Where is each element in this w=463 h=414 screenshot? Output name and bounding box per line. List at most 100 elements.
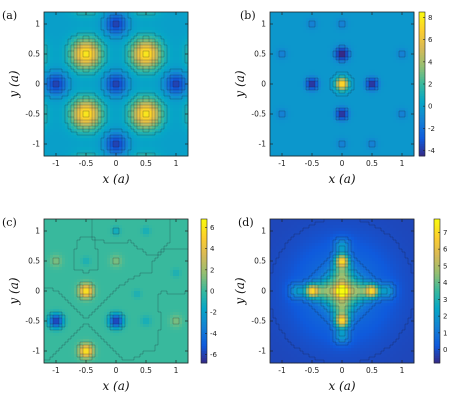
heatmap-cell bbox=[158, 24, 162, 28]
heatmap-cell bbox=[366, 69, 370, 73]
heatmap-cell bbox=[357, 81, 361, 85]
heatmap-cell bbox=[354, 39, 358, 43]
heatmap-cell bbox=[86, 126, 90, 130]
heatmap-cell bbox=[294, 81, 298, 85]
heatmap-cell bbox=[146, 102, 150, 106]
heatmap-cell bbox=[309, 57, 313, 61]
y-axis-label: y (a) bbox=[7, 70, 21, 98]
heatmap-cell bbox=[384, 51, 388, 55]
heatmap-cell bbox=[71, 114, 75, 118]
heatmap-cell bbox=[185, 126, 189, 130]
panel-b: -1 -0.5 0 0.5 110.50-0.5-1x (a)y (a)(b) 86420… bbox=[233, 9, 436, 186]
heatmap-cell bbox=[68, 33, 72, 37]
heatmap-cell bbox=[158, 108, 162, 112]
heatmap-cell bbox=[173, 15, 177, 19]
heatmap-cell bbox=[179, 84, 183, 88]
heatmap-cell bbox=[77, 141, 81, 145]
heatmap-cell bbox=[363, 90, 367, 94]
heatmap-cell bbox=[173, 108, 177, 112]
heatmap-cell bbox=[86, 51, 90, 55]
heatmap-cell bbox=[134, 135, 138, 139]
heatmap-cell bbox=[146, 150, 150, 154]
heatmap-cell bbox=[125, 99, 129, 103]
heatmap-cell bbox=[128, 153, 132, 157]
heatmap-cell bbox=[110, 87, 114, 91]
heatmap-cell bbox=[384, 18, 388, 22]
heatmap-cell bbox=[375, 57, 379, 61]
heatmap-cell bbox=[95, 75, 99, 79]
heatmap-cell bbox=[71, 15, 75, 19]
heatmap-cell bbox=[152, 129, 156, 133]
heatmap-cell bbox=[125, 54, 129, 58]
heatmap-cell bbox=[104, 51, 108, 55]
heatmap-cell bbox=[270, 63, 274, 67]
heatmap-cell bbox=[131, 12, 135, 16]
heatmap-cell bbox=[128, 126, 132, 130]
heatmap-cell bbox=[119, 60, 123, 64]
heatmap-cell bbox=[399, 39, 403, 43]
heatmap-cell bbox=[333, 78, 337, 82]
heatmap-cell bbox=[119, 114, 123, 118]
heatmap-cell bbox=[65, 12, 69, 16]
heatmap-cell bbox=[309, 21, 313, 25]
heatmap-cell bbox=[83, 45, 87, 49]
heatmap-cell bbox=[161, 21, 165, 25]
heatmap-cell bbox=[399, 72, 403, 76]
heatmap-cell bbox=[53, 129, 57, 133]
heatmap-cell bbox=[131, 129, 135, 133]
heatmap-cell bbox=[113, 60, 117, 64]
heatmap-cell bbox=[282, 36, 286, 40]
heatmap-cell bbox=[167, 141, 171, 145]
heatmap-cell bbox=[89, 60, 93, 64]
heatmap-cell bbox=[149, 138, 153, 142]
heatmap-cell bbox=[318, 90, 322, 94]
heatmap-cell bbox=[74, 138, 78, 142]
heatmap-cell bbox=[339, 69, 343, 73]
heatmap-cell bbox=[300, 45, 304, 49]
heatmap-cell bbox=[125, 141, 129, 145]
heatmap-cell bbox=[152, 108, 156, 112]
heatmap-cell bbox=[182, 51, 186, 55]
heatmap-cell bbox=[152, 111, 156, 115]
heatmap-cell bbox=[50, 114, 54, 118]
heatmap-cell bbox=[74, 30, 78, 34]
heatmap-cell bbox=[47, 18, 51, 22]
heatmap-cell bbox=[74, 69, 78, 73]
heatmap-cell bbox=[185, 18, 189, 22]
heatmap-cell bbox=[327, 18, 331, 22]
heatmap-cell bbox=[324, 42, 328, 46]
heatmap-cell bbox=[137, 132, 141, 136]
heatmap-cell bbox=[161, 126, 165, 130]
heatmap-cell bbox=[170, 78, 174, 82]
heatmap-cell bbox=[71, 51, 75, 55]
heatmap-cell bbox=[128, 51, 132, 55]
heatmap-cell bbox=[86, 102, 90, 106]
heatmap-cell bbox=[47, 135, 51, 139]
heatmap-cell bbox=[80, 36, 84, 40]
heatmap-cell bbox=[303, 21, 307, 25]
heatmap-cell bbox=[345, 72, 349, 76]
heatmap-cell bbox=[140, 27, 144, 31]
heatmap-cell bbox=[185, 117, 189, 121]
heatmap-cell bbox=[363, 21, 367, 25]
heatmap-cell bbox=[71, 111, 75, 115]
heatmap-cell bbox=[95, 45, 99, 49]
heatmap-cell bbox=[59, 63, 63, 67]
heatmap-cell bbox=[137, 144, 141, 148]
heatmap-cell bbox=[345, 48, 349, 52]
heatmap-cell bbox=[360, 72, 364, 76]
heatmap-cell bbox=[318, 63, 322, 67]
heatmap-cell bbox=[336, 54, 340, 58]
heatmap-cell bbox=[164, 153, 168, 157]
heatmap-cell bbox=[399, 42, 403, 46]
heatmap-cell bbox=[276, 45, 280, 49]
heatmap-cell bbox=[179, 72, 183, 76]
heatmap-cell bbox=[399, 51, 403, 55]
heatmap-cell bbox=[387, 30, 391, 34]
heatmap-cell bbox=[327, 72, 331, 76]
heatmap-cell bbox=[140, 135, 144, 139]
heatmap-cell bbox=[137, 51, 141, 55]
heatmap-cell bbox=[378, 81, 382, 85]
heatmap-cell bbox=[95, 57, 99, 61]
heatmap-cell bbox=[95, 81, 99, 85]
